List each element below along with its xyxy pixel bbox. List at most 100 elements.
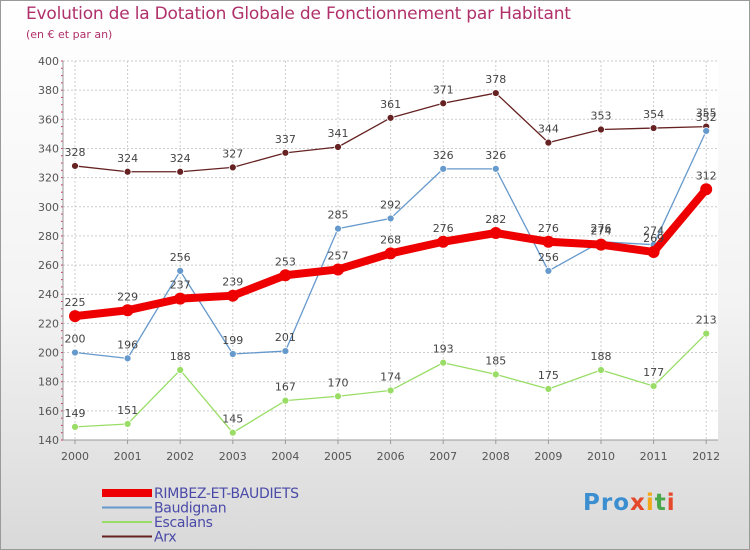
data-label: 199 (222, 334, 243, 347)
data-point (491, 89, 500, 97)
y-tick-label: 340 (38, 142, 59, 155)
data-label: 355 (696, 107, 717, 120)
data-label: 193 (433, 343, 454, 356)
y-tick-label: 320 (38, 172, 59, 185)
data-label: 337 (275, 133, 296, 146)
data-point (386, 214, 395, 223)
data-label: 196 (117, 338, 138, 351)
x-tick-label: 2001 (114, 450, 142, 463)
data-point (123, 354, 132, 363)
data-point (649, 124, 658, 132)
series-arx (71, 89, 711, 176)
x-tick-label: 2007 (429, 450, 457, 463)
logo-part: Pro (583, 490, 631, 516)
x-tick-label: 2012 (692, 450, 720, 463)
data-label: 229 (117, 290, 138, 303)
data-label: 328 (65, 146, 86, 159)
data-point (228, 428, 237, 437)
x-tick-label: 2011 (640, 450, 668, 463)
data-point (491, 370, 500, 379)
data-point (439, 358, 448, 367)
x-tick-label: 2004 (271, 450, 299, 463)
data-label: 312 (696, 169, 717, 182)
data-label: 177 (643, 366, 664, 379)
data-point (228, 163, 237, 172)
data-point (226, 289, 239, 302)
data-label: 213 (696, 314, 717, 327)
data-point (544, 267, 553, 275)
logo-part: t (654, 490, 667, 516)
data-point (228, 350, 237, 358)
data-label: 201 (275, 331, 296, 344)
data-point (334, 143, 342, 151)
data-labels: 328 324 324 327 337 341 361 371 378 344 353 354 355 (65, 73, 717, 165)
y-tick-label: 280 (38, 230, 59, 243)
y-tick-label: 360 (38, 113, 59, 126)
data-label: 326 (433, 149, 454, 162)
data-point (121, 304, 134, 317)
data-point (281, 347, 290, 355)
chart-title: Evolution de la Dotation Globale de Fonc… (26, 4, 571, 24)
y-tick-label: 160 (38, 405, 59, 418)
legend-label: Escalans (154, 515, 213, 531)
data-label: 170 (328, 376, 349, 389)
data-point (439, 164, 448, 173)
y-tick-label: 380 (38, 84, 59, 97)
data-point (123, 420, 132, 428)
data-label: 361 (380, 98, 401, 111)
data-label: 327 (222, 147, 243, 160)
x-tick-label: 2009 (534, 450, 562, 463)
x-tick-label: 2008 (482, 450, 510, 463)
data-point (542, 235, 555, 248)
data-label: 276 (433, 222, 454, 235)
data-label: 268 (380, 233, 401, 246)
y-tick-label: 400 (38, 55, 59, 68)
data-label: 188 (170, 350, 191, 363)
data-label: 292 (380, 198, 401, 211)
data-label: 269 (643, 232, 664, 245)
data-label: 149 (65, 407, 86, 420)
x-tick-label: 2006 (377, 450, 405, 463)
data-label: 274 (643, 225, 664, 238)
data-label: 341 (328, 127, 349, 140)
x-tick-label: 2005 (324, 450, 352, 463)
data-point (386, 113, 395, 122)
data-point (332, 263, 344, 276)
x-tick-label: 2003 (219, 450, 247, 463)
data-label: 175 (538, 369, 559, 382)
x-tick-label: 2000 (61, 450, 89, 463)
data-label: 353 (591, 110, 612, 123)
data-point (176, 366, 185, 374)
data-label: 352 (696, 111, 717, 124)
data-label: 185 (485, 354, 506, 367)
data-point (700, 183, 713, 196)
data-label: 256 (538, 251, 559, 264)
data-label: 253 (275, 255, 296, 268)
data-labels: 149 151 188 145 167 170 174 193 185 175 188 177 213 (65, 314, 717, 426)
data-point (176, 267, 185, 275)
data-point (597, 125, 605, 134)
data-label: 282 (485, 213, 506, 226)
data-label: 326 (485, 149, 506, 162)
series-rimbez-et-baudiets (69, 183, 713, 323)
data-point (334, 392, 342, 401)
data-label: 257 (328, 249, 349, 262)
legend-label: RIMBEZ-ET-BAUDIETS (154, 486, 299, 502)
data-label: 274 (591, 225, 612, 238)
data-label: 225 (65, 296, 86, 309)
y-tick-label: 200 (38, 347, 59, 360)
data-label: 354 (643, 108, 664, 121)
data-point (595, 238, 607, 251)
x-tick-label: 2002 (166, 450, 194, 463)
logo-part: x (630, 490, 646, 516)
data-point (71, 162, 79, 170)
data-point (176, 167, 185, 176)
data-label: 200 (65, 333, 86, 346)
data-label: 344 (538, 123, 559, 136)
data-point (384, 247, 397, 260)
y-tick-label: 140 (38, 434, 59, 447)
data-point (123, 167, 132, 176)
data-point (281, 148, 290, 157)
